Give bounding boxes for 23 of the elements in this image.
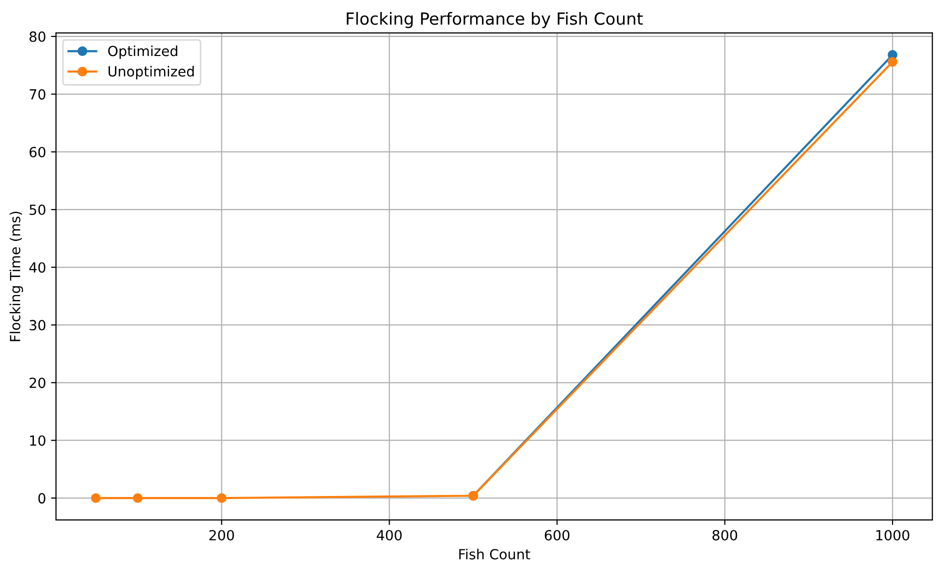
chart-title: Flocking Performance by Fish Count [346,12,643,28]
y-tick-label: 40 [29,262,46,273]
y-tick-label: 0 [38,493,46,504]
x-tick-label: 600 [544,530,570,540]
point [888,56,898,67]
legend-label: Unoptimized [108,66,194,80]
y-tick-label: 30 [30,320,46,330]
x-axis-title: Fish Count [459,548,530,560]
point [132,493,143,503]
y-axis-title: Flocking Time (ms) [10,212,24,342]
y-tick-label: 10 [30,435,46,446]
x-tick-label: 1000 [876,530,910,540]
legend-label: Optimized [108,45,178,59]
point [216,493,226,503]
y-tick-label: 20 [30,378,46,388]
point [90,493,101,503]
y-tick-label: 80 [30,31,46,42]
y-tick-label: 70 [30,89,46,100]
x-tick-label: 800 [712,530,738,540]
x-tick-label: 200 [209,530,234,540]
y-tick-label: 50 [30,204,46,216]
x-tick-label: 400 [376,530,402,540]
y-tick-label: 60 [30,146,46,158]
